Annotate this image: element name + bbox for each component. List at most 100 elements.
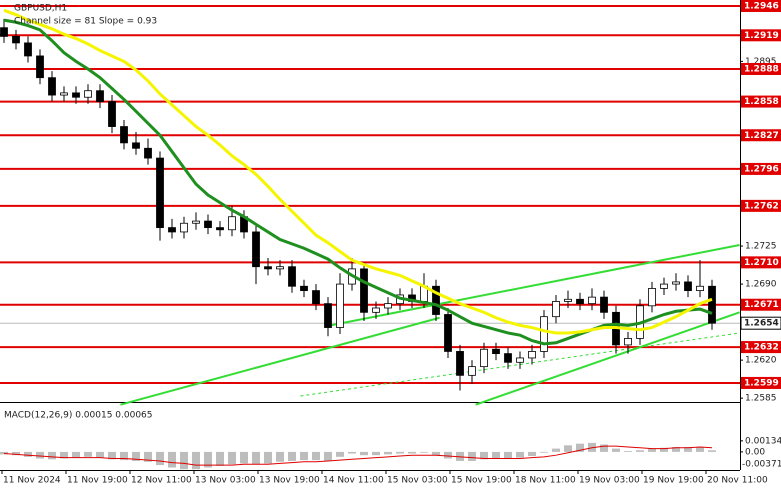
macd-bar [144, 451, 152, 462]
candle-body [24, 42, 32, 57]
candle-body [108, 101, 116, 127]
trend-line [475, 311, 740, 406]
level-label-box [741, 0, 781, 12]
macd-bar [216, 451, 224, 466]
candle-body [480, 348, 488, 368]
macd-bar [324, 451, 332, 461]
candle-body [288, 266, 296, 287]
macd-bar [672, 446, 680, 452]
candle-body [540, 316, 548, 352]
macd-bar [84, 451, 92, 457]
macd-bar [36, 451, 44, 459]
candle-body [708, 285, 716, 324]
candle-body [12, 35, 20, 44]
macd-bar [180, 451, 188, 470]
macd-bar [204, 451, 212, 468]
candle-body [216, 227, 224, 231]
macd-bar [636, 450, 644, 452]
level-label-box [741, 62, 781, 75]
candle-body [576, 298, 584, 305]
x-tick-label: 20 Nov 11:00 [707, 476, 768, 486]
candle-body [252, 231, 260, 268]
macd-bar [132, 451, 140, 461]
candle-body [660, 283, 668, 289]
macd-bar [696, 446, 704, 452]
macd-bar [600, 444, 608, 452]
candle-body [456, 351, 464, 376]
macd-bar [708, 450, 716, 452]
level-label-box [741, 162, 781, 175]
macd-bar [312, 451, 320, 461]
y-tick-label: 1.2895 [745, 57, 777, 67]
macd-bar [48, 451, 56, 460]
macd-bar [480, 451, 488, 460]
macd-bar [336, 451, 344, 457]
candle-body [564, 298, 572, 302]
macd-bar [360, 451, 368, 456]
trend-line [300, 332, 740, 397]
macd-bar [120, 451, 128, 461]
macd-bar [192, 451, 200, 470]
candle-body [72, 92, 80, 98]
candle-body [360, 268, 368, 313]
macd-bar [528, 451, 536, 457]
candle-body [204, 220, 212, 228]
macd-bar [276, 451, 284, 462]
level-label: 1.2632 [744, 343, 779, 353]
chart-title: GBPUSD,H1 [14, 4, 67, 14]
macd-bar [108, 451, 116, 460]
candle-body [672, 281, 680, 285]
candle-body [0, 27, 8, 37]
level-label: 1.2599 [744, 378, 779, 388]
candle-body [324, 303, 332, 328]
level-label-box [741, 341, 781, 354]
macd-bar [24, 451, 32, 457]
x-tick-label: 11 Nov 19:00 [67, 476, 128, 486]
candle-body [600, 296, 608, 313]
candle-body [120, 126, 128, 144]
macd-bar [348, 451, 356, 454]
candle-body [516, 357, 524, 363]
macd-bar [300, 451, 308, 461]
x-tick-label: 11 Nov 2024 [3, 476, 61, 486]
x-tick-label: 19 Nov 19:00 [643, 476, 704, 486]
trend-line [120, 316, 440, 406]
candle-body [132, 142, 140, 149]
candle-body [168, 227, 176, 233]
level-label: 1.2827 [744, 131, 779, 141]
macd-bar [384, 451, 392, 455]
x-tick-label: 15 Nov 19:00 [451, 476, 512, 486]
macd-bar [492, 451, 500, 459]
macd-bar [264, 451, 272, 464]
macd-bar [552, 448, 560, 452]
candle-body [384, 303, 392, 309]
level-label: 1.2710 [744, 258, 779, 268]
level-label-box [741, 129, 781, 142]
macd-signal [3, 445, 713, 466]
level-label: 1.2762 [744, 201, 779, 211]
x-tick-label: 15 Nov 03:00 [387, 476, 448, 486]
candle-body [336, 283, 344, 328]
macd-bar [648, 448, 656, 452]
x-tick-label: 12 Nov 11:00 [131, 476, 192, 486]
macd-bar [240, 451, 248, 464]
x-tick-label: 13 Nov 19:00 [259, 476, 320, 486]
candle-body [624, 338, 632, 346]
y-tick-label: 1.2620 [745, 356, 777, 366]
candle-body [60, 92, 68, 96]
macd-bar [612, 448, 620, 452]
macd-bar [228, 451, 236, 465]
candle-body [696, 285, 704, 292]
candle-body [264, 266, 272, 270]
macd-y-tick-label: 0.00134 [745, 436, 781, 446]
macd-bar [516, 451, 524, 458]
level-label: 1.2888 [744, 64, 779, 74]
candle-body [192, 220, 200, 224]
y-tick-label: 1.2690 [745, 280, 777, 290]
macd-y-tick-label: 0.00 [745, 447, 765, 457]
candle-body [552, 301, 560, 318]
level-label-box [741, 95, 781, 108]
